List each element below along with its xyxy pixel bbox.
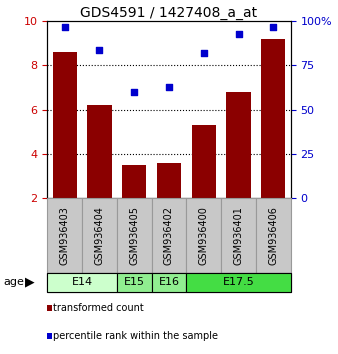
Text: ▶: ▶ [25,276,35,289]
Bar [87,105,112,198]
Bar [52,52,77,198]
Bar [82,198,117,273]
Text: age: age [3,277,24,287]
Text: GSM936404: GSM936404 [94,206,104,265]
Point [131,89,137,95]
Bar [47,198,82,273]
Bar [256,198,291,273]
Bar [186,198,221,273]
Title: GDS4591 / 1427408_a_at: GDS4591 / 1427408_a_at [80,6,258,20]
Bar [221,198,256,273]
Text: GSM936400: GSM936400 [199,206,209,265]
Text: E14: E14 [72,277,93,287]
Text: percentile rank within the sample: percentile rank within the sample [53,331,218,341]
Point [97,47,102,52]
Text: transformed count: transformed count [53,303,144,313]
Point [62,24,67,29]
Text: E16: E16 [159,277,179,287]
Bar [152,198,186,273]
Text: GSM936402: GSM936402 [164,206,174,265]
Bar [192,125,216,198]
Text: GSM936401: GSM936401 [234,206,244,265]
Point [271,24,276,29]
Bar [122,165,146,198]
Point [201,50,207,56]
Text: E15: E15 [124,277,145,287]
Bar [186,273,291,292]
Text: GSM936405: GSM936405 [129,206,139,265]
Point [236,31,241,36]
Bar [226,92,251,198]
Text: GSM936406: GSM936406 [268,206,278,265]
Bar [47,273,117,292]
Text: GSM936403: GSM936403 [60,206,70,265]
Bar [152,273,186,292]
Bar [117,273,152,292]
Bar [261,39,286,198]
Text: E17.5: E17.5 [223,277,255,287]
Bar [157,163,181,198]
Bar [117,198,152,273]
Point [166,84,172,90]
